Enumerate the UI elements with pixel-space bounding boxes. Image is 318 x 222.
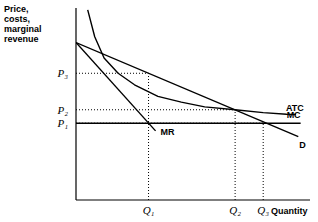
- y-axis-label-line: Price,: [4, 4, 29, 14]
- curve-mc: [76, 122, 301, 123]
- x-guide-line: [263, 122, 264, 200]
- series-label: D: [299, 140, 306, 150]
- y-axis-label: Price,costs,marginalrevenue: [4, 4, 42, 44]
- y-tick-label: P₃: [56, 67, 68, 79]
- series-label: ATC: [286, 103, 304, 113]
- x-axis: [76, 199, 310, 200]
- y-axis-label-line: revenue: [4, 34, 39, 44]
- guide-lines: [76, 73, 267, 200]
- x-tick-label: Q₃: [257, 204, 269, 216]
- x-axis-label: Quantity: [271, 206, 308, 216]
- y-axis: [75, 8, 76, 200]
- curve-atc: [88, 10, 296, 115]
- curves: [76, 10, 301, 137]
- y-axis-label-line: costs,: [4, 14, 30, 24]
- x-tick-label: Q₂: [229, 204, 241, 216]
- y-guide-line: [76, 109, 235, 110]
- y-guide-line: [76, 73, 149, 74]
- series-label: MR: [161, 127, 175, 137]
- y-axis-label-line: marginal: [4, 24, 42, 34]
- curve-mr: [76, 43, 156, 131]
- chart: Q₁Q₂Q₃P₁P₂P₃DMRMCATCPrice,costs,marginal…: [0, 0, 318, 222]
- y-tick-label: P₁: [56, 117, 68, 129]
- x-tick-label: Q₁: [143, 204, 155, 216]
- y-tick-label: P₂: [56, 104, 68, 116]
